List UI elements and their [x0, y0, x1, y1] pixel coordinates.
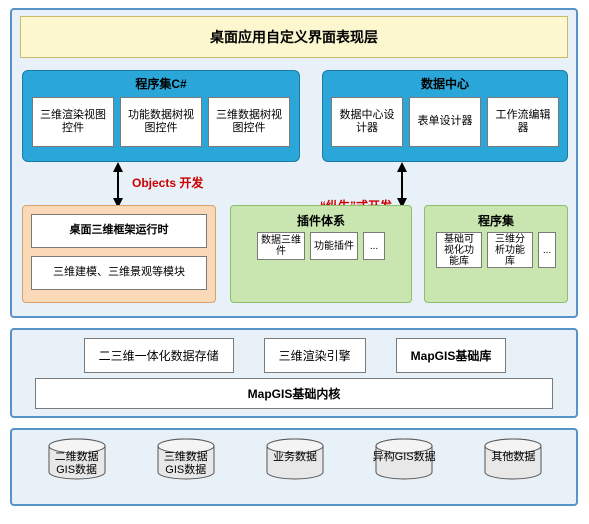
workflow-editor: 工作流编辑器 — [487, 97, 559, 147]
assembly-csharp-group: 程序集C# 三维渲染视图控件 功能数据树视图控件 三维数据树视图控件 — [22, 70, 300, 162]
db-2d-gis: 二维数据GIS数据 — [37, 438, 117, 477]
database-row: 二维数据GIS数据 三维数据GIS数据 业务数据 异构GIS数据 其他数据 — [22, 438, 568, 477]
datacenter-group: 数据中心 数据中心设计器 表单设计器 工作流编辑器 — [322, 70, 568, 162]
mapgis-kernel: MapGIS基础内核 — [35, 378, 553, 409]
plugin-system: 插件体系 数据三维件 功能插件 ... — [230, 205, 412, 303]
db-hetero-gis: 异构GIS数据 — [364, 438, 444, 477]
db-label: 异构GIS数据 — [364, 451, 444, 464]
db-label: 其他数据 — [473, 451, 553, 464]
db-label: 三维数据GIS数据 — [146, 451, 226, 477]
desktop-3d-runtime: 桌面三维框架运行时 三维建模、三维景观等模块 — [22, 205, 216, 303]
control-func-tree-view: 功能数据树视图控件 — [120, 97, 202, 147]
dc-designer: 数据中心设计器 — [331, 97, 403, 147]
assembly-libs: 程序集 基础可视化功能库 三维分析功能库 ... — [424, 205, 568, 303]
runtime-main: 桌面三维框架运行时 — [31, 214, 207, 248]
lib-more: ... — [538, 232, 556, 268]
plugin-func: 功能插件 — [310, 232, 358, 260]
plugin-more: ... — [363, 232, 385, 260]
runtime-modules: 三维建模、三维景观等模块 — [31, 256, 207, 290]
arrow-right-down — [392, 162, 412, 208]
lib-viz: 基础可视化功能库 — [436, 232, 482, 268]
group-title: 数据中心 — [323, 75, 567, 92]
db-label: 二维数据GIS数据 — [37, 451, 117, 477]
mid-row: 二三维一体化数据存储 三维渲染引擎 MapGIS基础库 — [25, 338, 565, 373]
form-designer: 表单设计器 — [409, 97, 481, 147]
control-data-tree-view: 三维数据树视图控件 — [208, 97, 290, 147]
db-3d-gis: 三维数据GIS数据 — [146, 438, 226, 477]
db-business: 业务数据 — [255, 438, 335, 477]
group-title: 程序集C# — [23, 75, 299, 92]
storage-2d3d: 二三维一体化数据存储 — [84, 338, 234, 373]
mapgis-baselib: MapGIS基础库 — [396, 338, 507, 373]
lib-3d-analysis: 三维分析功能库 — [487, 232, 533, 268]
arrow-left-down — [108, 162, 128, 208]
objects-dev-label: Objects 开发 — [132, 174, 203, 191]
control-3d-render-view: 三维渲染视图控件 — [32, 97, 114, 147]
arch-diagram: 桌面应用自定义界面表现层 程序集C# 三维渲染视图控件 功能数据树视图控件 三维… — [0, 0, 589, 524]
plugin-data3d: 数据三维件 — [257, 232, 305, 260]
group-title: 插件体系 — [231, 212, 411, 229]
db-label: 业务数据 — [255, 451, 335, 464]
db-other: 其他数据 — [473, 438, 553, 477]
presentation-layer-band: 桌面应用自定义界面表现层 — [20, 16, 568, 58]
group-title: 程序集 — [425, 212, 567, 229]
render-engine-3d: 三维渲染引擎 — [264, 338, 366, 373]
